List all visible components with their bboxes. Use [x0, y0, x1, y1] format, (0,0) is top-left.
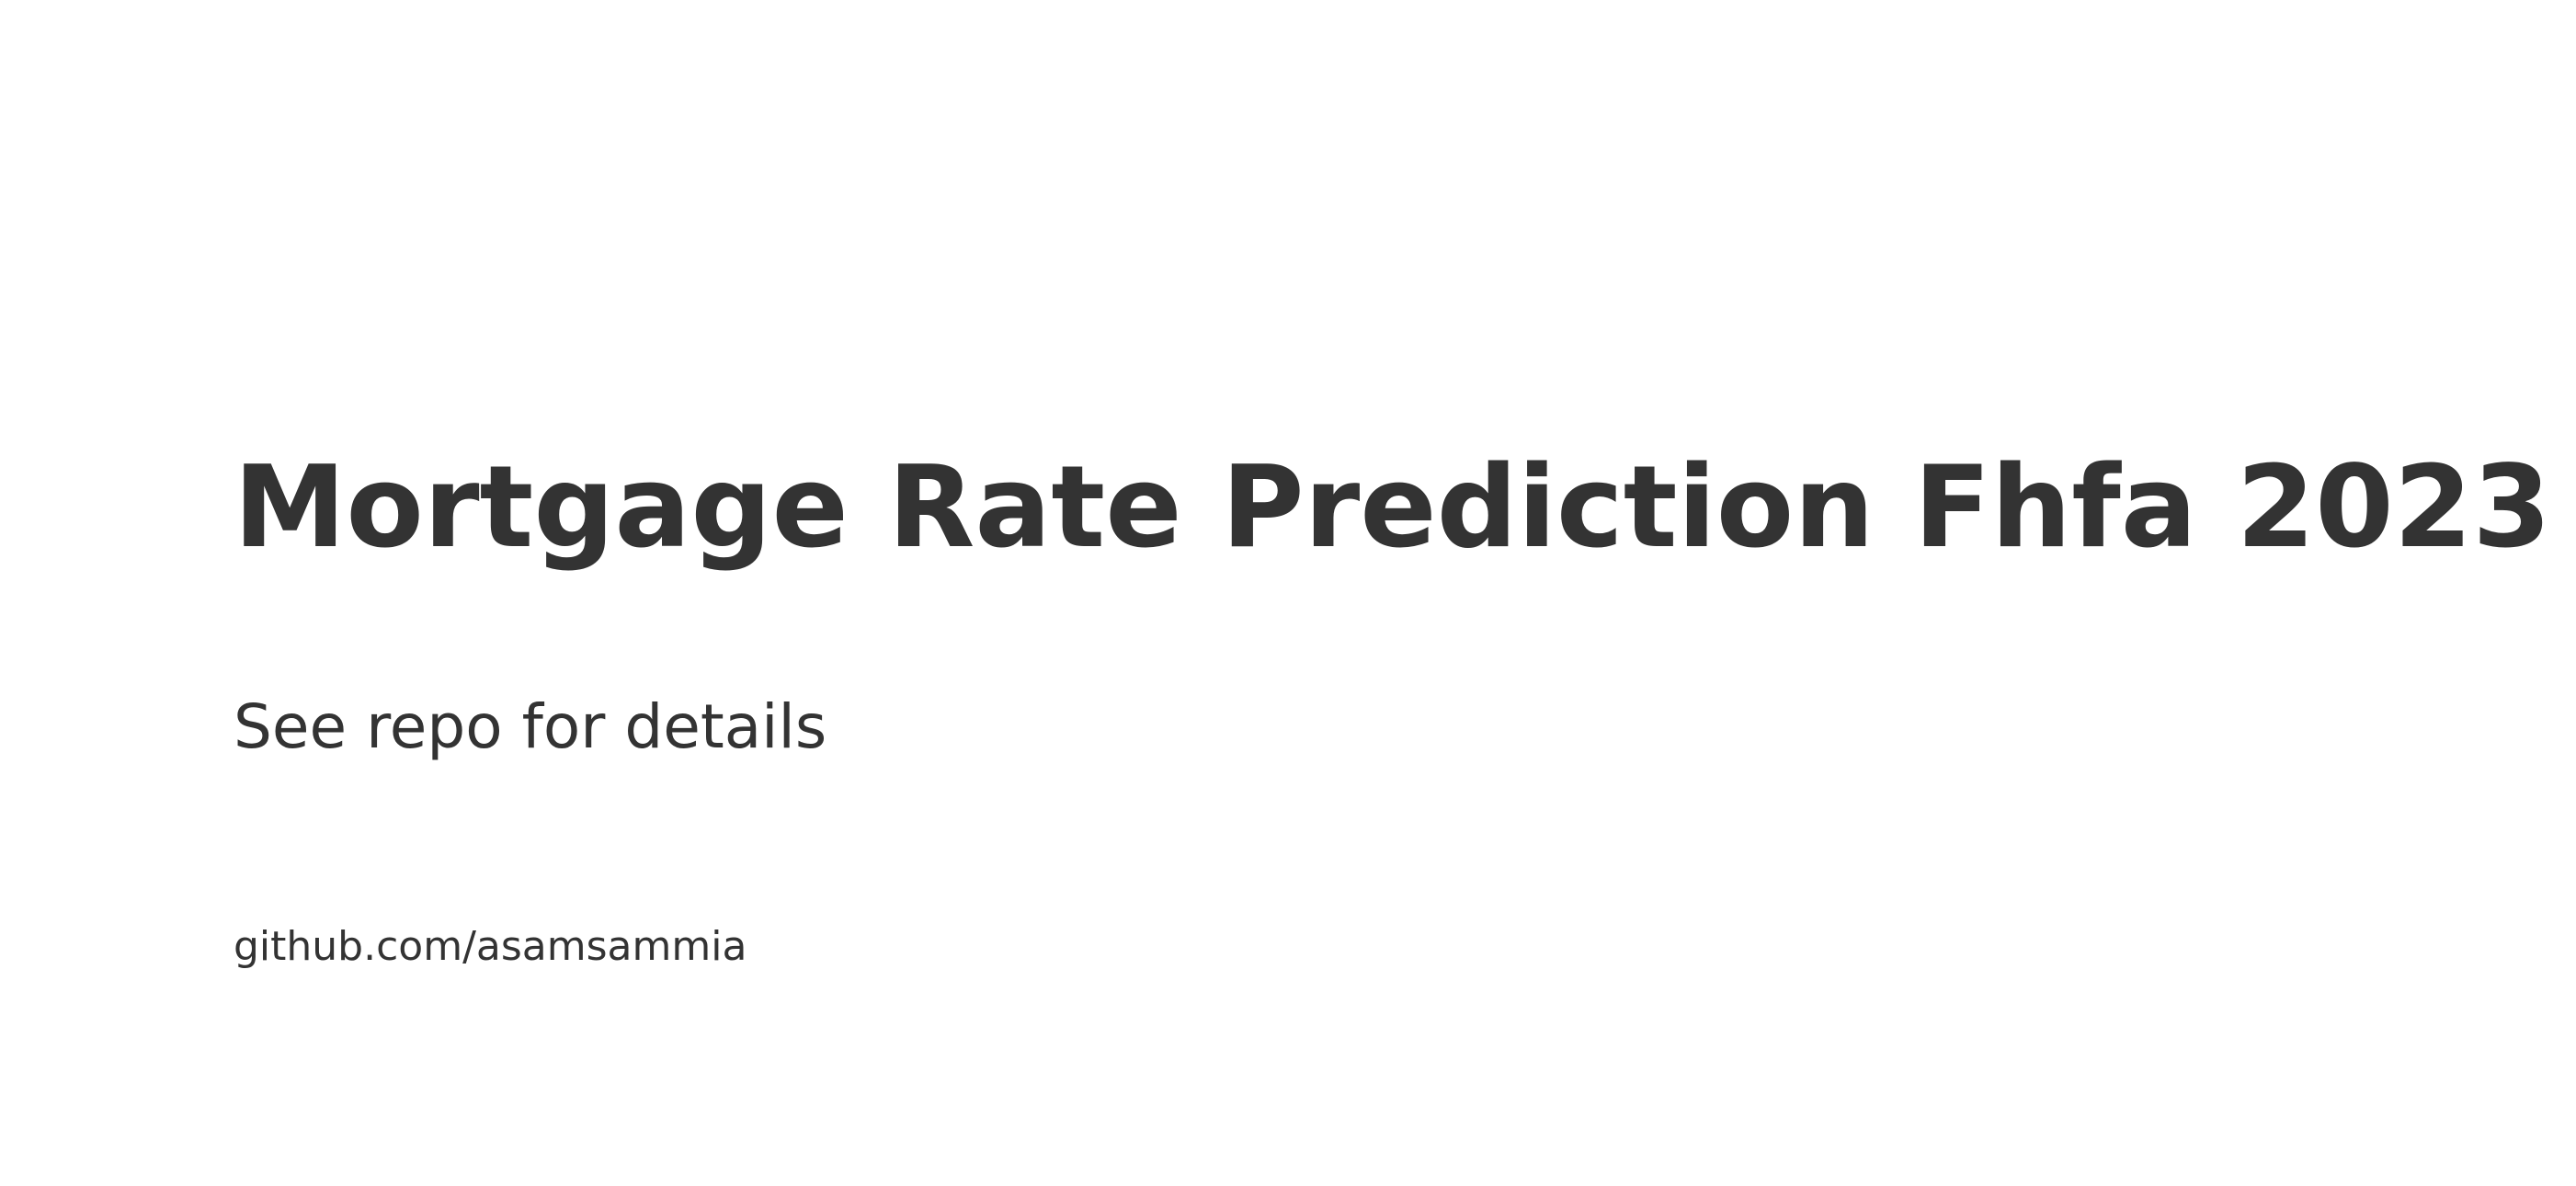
subtitle: See repo for details: [234, 691, 827, 762]
page-title: Mortgage Rate Prediction Fhfa 2023: [234, 442, 2551, 574]
repo-link[interactable]: github.com/asamsammia: [234, 923, 747, 970]
